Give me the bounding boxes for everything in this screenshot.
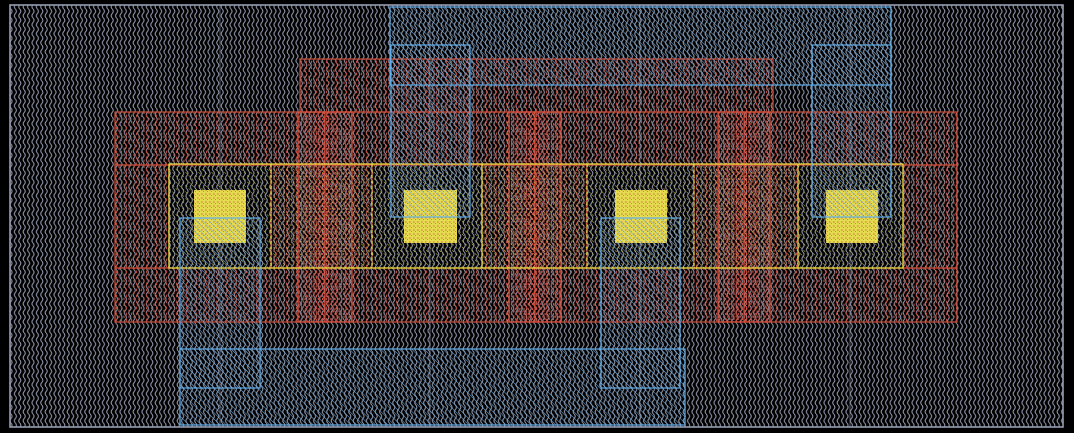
diffusion-layer	[168, 163, 904, 269]
metal1-layer-shape[interactable]	[390, 44, 471, 218]
layer-groups	[10, 5, 1063, 427]
metal1-layer-shape[interactable]	[811, 44, 892, 218]
canvas-frame	[9, 4, 1064, 428]
canvas-border	[9, 4, 1064, 428]
poly-layer-shape[interactable]	[902, 164, 958, 269]
metal1-layer-shape[interactable]	[179, 348, 686, 426]
metal1-layer	[179, 6, 892, 426]
metal1-layer-shape[interactable]	[389, 6, 892, 86]
poly-layer-shape[interactable]	[114, 164, 170, 269]
diffusion-layer-shape[interactable]	[168, 163, 904, 269]
